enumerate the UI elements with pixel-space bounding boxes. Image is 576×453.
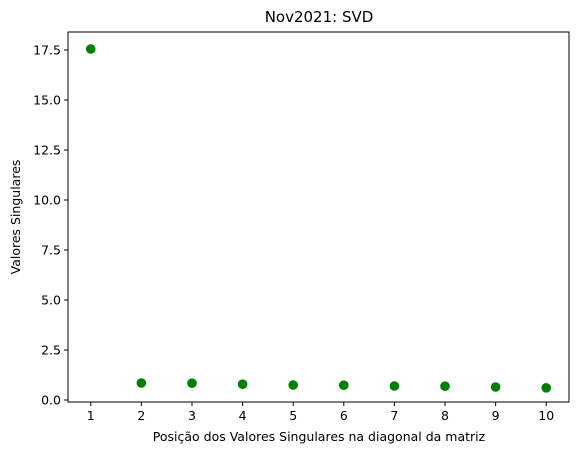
chart-title: Nov2021: SVD [265,8,374,26]
data-point [288,380,298,390]
y-tick-label: 0.0 [41,393,61,408]
y-tick-label: 17.5 [33,43,61,58]
x-tick-label: 7 [390,408,398,423]
x-tick-label: 8 [441,408,449,423]
x-tick-label: 5 [289,408,297,423]
y-tick-label: 2.5 [41,343,61,358]
data-point [237,379,248,390]
data-point [440,381,450,392]
x-tick-label: 9 [492,408,500,423]
y-tick-label: 7.5 [41,243,61,258]
x-axis-label: Posição dos Valores Singulares na diagon… [153,429,486,444]
data-point [490,382,501,392]
x-tick-label: 6 [340,408,348,423]
data-point [541,383,552,393]
y-tick-label: 10.0 [33,193,61,208]
x-tick-label: 1 [87,408,95,423]
y-axis-label: Valores Singulares [8,160,23,275]
data-point [85,44,96,54]
y-axis: 0.0 2.5 5.0 7.5 10.0 12.5 15.0 17.5 [33,43,68,408]
data-point [389,381,400,391]
x-tick-label: 2 [137,408,145,423]
x-tick-label: 10 [538,408,554,423]
x-tick-label: 3 [188,408,196,423]
data-point [187,378,197,389]
y-tick-label: 15.0 [33,93,61,108]
x-tick-label: 4 [239,408,247,423]
y-tick-label: 12.5 [33,143,61,158]
x-axis: 1 2 3 4 5 6 7 8 9 10 [87,402,554,423]
y-tick-label: 5.0 [41,293,61,308]
data-point [339,380,349,391]
data-point [136,378,147,388]
plot-area-frame [67,31,570,403]
data-points [85,44,552,393]
